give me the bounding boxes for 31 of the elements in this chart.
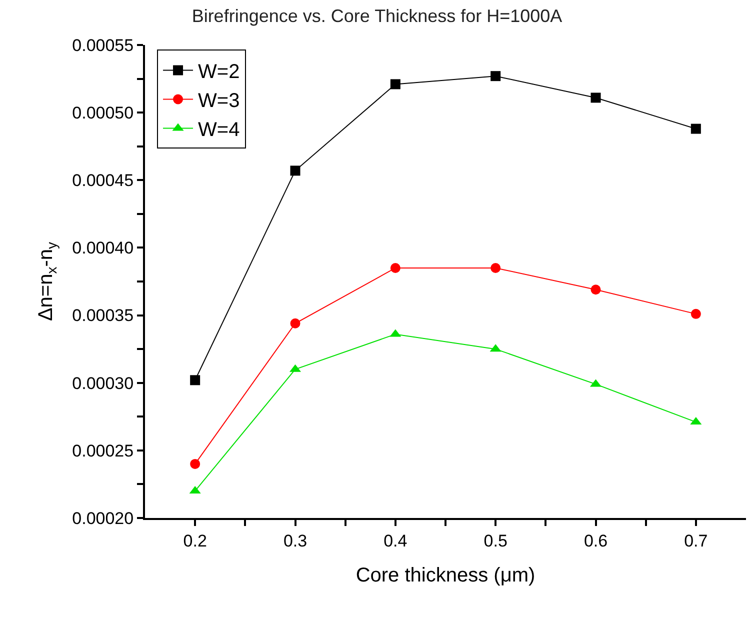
y-tick-label: 0.00045: [72, 171, 134, 190]
x-axis-title: Core thickness (μm): [356, 564, 536, 586]
point: [690, 124, 701, 134]
point: [390, 79, 400, 90]
x-tick-label: 0.2: [183, 531, 207, 550]
y-tick-label: 0.00020: [72, 508, 134, 528]
point: [590, 284, 601, 295]
x-tick-label: 0.3: [283, 531, 308, 550]
y-tick-label: 0.00030: [72, 374, 134, 393]
chart-title: Birefringence vs. Core Thickness for H=1000A: [192, 6, 562, 26]
point: [290, 318, 300, 328]
point: [590, 92, 601, 103]
point: [490, 71, 501, 82]
y-tick-label: 0.00035: [72, 306, 134, 326]
point: [290, 166, 300, 176]
point: [190, 375, 200, 386]
legend-label: W=4: [198, 119, 240, 142]
y-tick-label: 0.00055: [72, 36, 134, 55]
point: [690, 308, 701, 319]
y-tick-label: 0.00050: [72, 104, 134, 123]
x-tick-label: 0.5: [484, 531, 508, 550]
x-tick-label: 0.6: [584, 531, 608, 550]
x-tick-label: 0.4: [384, 531, 408, 550]
y-tick-label: 0.00040: [72, 238, 134, 258]
point: [390, 262, 400, 273]
point: [190, 458, 200, 469]
y-tick-label: 0.00025: [72, 441, 134, 460]
point: [490, 262, 501, 273]
x-tick-label: 0.7: [684, 531, 708, 550]
legend-label: W=3: [198, 90, 240, 112]
legend-label: W=2: [198, 61, 240, 84]
